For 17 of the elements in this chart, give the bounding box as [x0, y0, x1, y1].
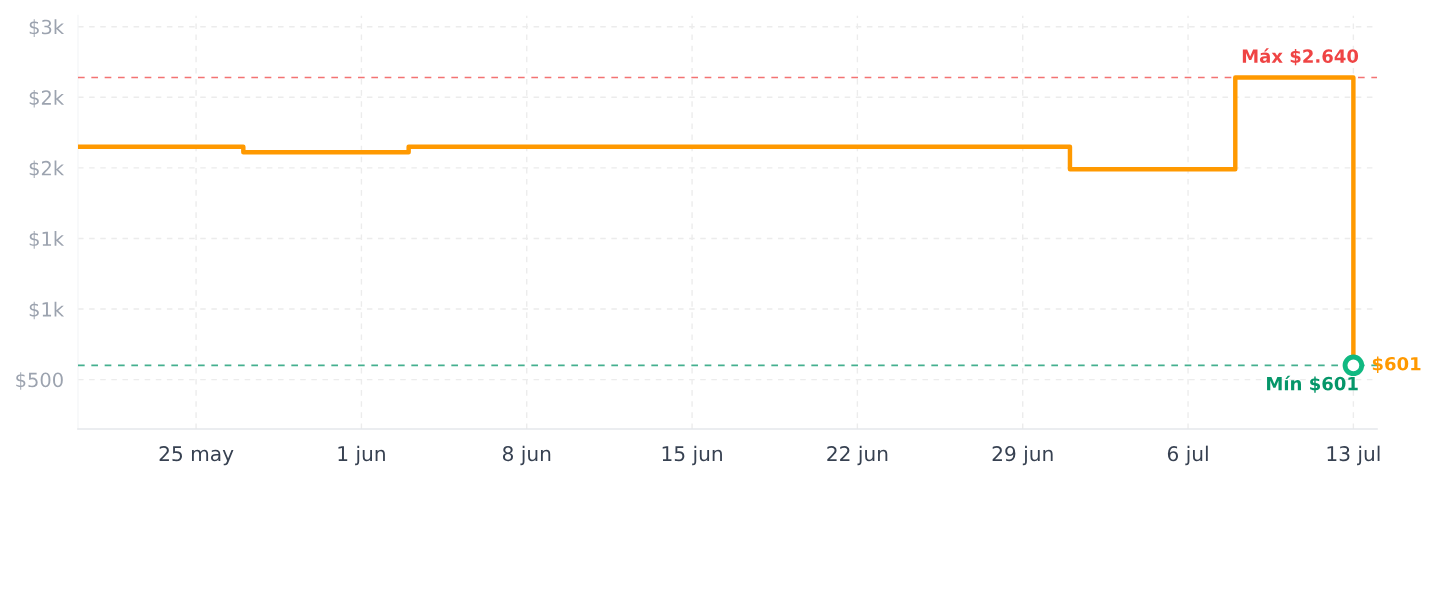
x-tick-label: 22 jun	[827, 445, 888, 466]
x-tick-label: 29 jun	[992, 445, 1053, 466]
x-tick-label: 8 jun	[502, 445, 551, 466]
y-tick-label: $1k	[29, 301, 65, 320]
y-tick-label: $1k	[29, 231, 65, 249]
x-tick-label: 15 jun	[662, 445, 722, 466]
ref-line-label: Mín $601	[1267, 375, 1358, 393]
data-label: $601	[1372, 356, 1421, 373]
y-tick-label: $3k	[29, 19, 65, 37]
y-tick-label: $2k	[29, 89, 65, 108]
y-tick-label: $500	[16, 372, 63, 390]
x-tick-label: 1 jun	[338, 445, 385, 466]
x-tick-label: 25 may	[159, 446, 234, 466]
ref-line-label: Máx $2.640	[1242, 48, 1359, 66]
x-tick-label: 6 jul	[1167, 445, 1208, 466]
y-tick-label: $2k	[29, 160, 65, 179]
x-tick-label: 13 jul	[1327, 445, 1380, 466]
